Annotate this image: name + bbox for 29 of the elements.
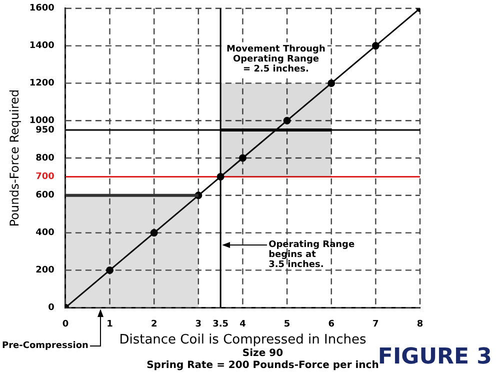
x-axis-title: Distance Coil is Compressed in Inches [119, 332, 366, 348]
y-tick-label: 1400 [29, 41, 54, 52]
x-tick-label: 7 [372, 319, 379, 330]
x-tick-label: 3 [195, 319, 202, 330]
x-tick-label: 0 [62, 319, 69, 330]
y-tick-label: 600 [36, 190, 54, 201]
x-tick-label: 8 [416, 319, 424, 330]
text: Pre-Compression [2, 340, 88, 351]
x-tick-label: 3.5 [212, 319, 229, 330]
y-tick-label: 200 [36, 266, 54, 276]
x-tick-label: 5 [284, 319, 290, 330]
annotation: Operating Range begins at 3.5 inches. [268, 240, 355, 270]
y-tick-label: 1600 [29, 4, 54, 14]
x-tick-label: 6 [328, 319, 334, 330]
y-tick-label: 0 [48, 302, 54, 313]
y-tick-label: 800 [36, 153, 54, 164]
x-tick-label: 1 [106, 319, 113, 330]
caption: FIGURE 3 [378, 344, 492, 370]
y-tick-label: 700 [36, 172, 54, 182]
y-tick-label: 1200 [29, 78, 54, 89]
text: Size 90 [242, 348, 284, 360]
x-tick-label: 4 [240, 319, 246, 330]
y-axis-title: Pounds-Force Required [7, 89, 22, 227]
text: Spring Rate = 200 Pounds-Force per inch [146, 360, 379, 372]
y-tick-label: 400 [36, 228, 54, 238]
y-tick-label: 950 [36, 125, 54, 136]
x-tick-label: 2 [150, 319, 158, 330]
annotation: Movement Through Operating Range = 2.5 inches. [226, 44, 326, 75]
y-tick-label: 1000 [29, 116, 54, 126]
